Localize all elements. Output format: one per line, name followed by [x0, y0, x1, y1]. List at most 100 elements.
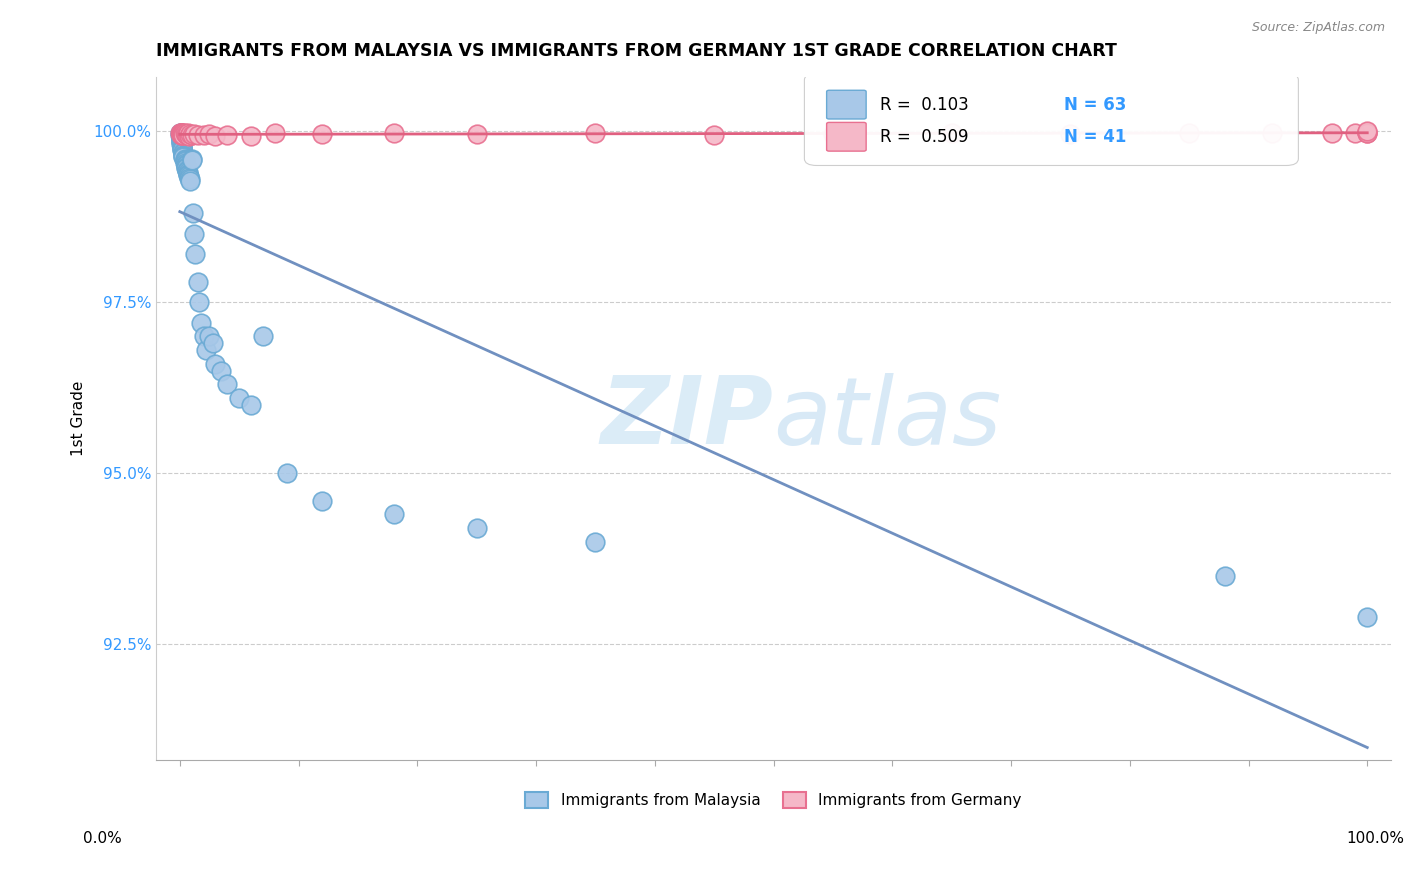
Point	[170, 134, 193, 148]
Point	[187, 275, 209, 289]
Point	[311, 127, 333, 141]
Point	[202, 336, 225, 351]
Point	[183, 127, 205, 141]
FancyBboxPatch shape	[827, 122, 866, 151]
FancyBboxPatch shape	[804, 73, 1298, 166]
Point	[173, 126, 195, 140]
Point	[183, 227, 205, 241]
Point	[217, 128, 239, 142]
Point	[172, 149, 194, 163]
Point	[187, 295, 209, 310]
Point	[209, 363, 232, 377]
FancyBboxPatch shape	[827, 90, 866, 119]
Point	[180, 153, 202, 167]
Point	[170, 126, 193, 140]
Point	[172, 145, 194, 159]
Point	[382, 126, 405, 140]
Point	[252, 329, 274, 343]
Point	[179, 172, 201, 186]
Point	[382, 507, 405, 521]
Text: ZIP: ZIP	[600, 373, 773, 465]
Point	[263, 126, 285, 140]
Point	[465, 521, 488, 535]
Point	[204, 357, 226, 371]
Point	[941, 126, 963, 140]
Point	[174, 160, 197, 174]
Point	[184, 247, 207, 261]
Point	[170, 131, 193, 145]
Point	[172, 126, 194, 140]
Point	[583, 126, 606, 140]
Point	[180, 128, 202, 142]
Point	[240, 129, 263, 144]
Point	[187, 128, 209, 142]
Point	[170, 127, 193, 141]
Text: IMMIGRANTS FROM MALAYSIA VS IMMIGRANTS FROM GERMANY 1ST GRADE CORRELATION CHART: IMMIGRANTS FROM MALAYSIA VS IMMIGRANTS F…	[156, 42, 1116, 60]
Point	[169, 128, 191, 142]
Point	[172, 144, 194, 158]
Point	[193, 329, 215, 343]
Point	[173, 152, 195, 166]
Point	[172, 139, 194, 153]
Point	[170, 132, 193, 146]
Point	[194, 343, 217, 357]
Point	[172, 128, 194, 142]
Text: Source: ZipAtlas.com: Source: ZipAtlas.com	[1251, 21, 1385, 34]
Point	[179, 129, 201, 144]
Point	[1059, 127, 1081, 141]
Point	[170, 129, 193, 144]
Point	[465, 127, 488, 141]
Point	[179, 170, 201, 185]
Point	[172, 127, 194, 141]
Point	[311, 493, 333, 508]
Point	[170, 126, 193, 140]
Point	[1261, 126, 1284, 140]
Y-axis label: 1st Grade: 1st Grade	[72, 381, 86, 456]
Text: 100.0%: 100.0%	[1346, 831, 1405, 846]
Point	[181, 206, 204, 220]
Point	[1320, 126, 1343, 140]
Point	[583, 534, 606, 549]
Point	[169, 126, 191, 140]
Point	[180, 152, 202, 166]
Point	[174, 161, 197, 176]
Point	[174, 159, 197, 173]
Point	[172, 126, 194, 140]
Point	[177, 168, 200, 182]
Point	[169, 126, 191, 140]
Text: 0.0%: 0.0%	[83, 831, 122, 846]
Point	[170, 126, 193, 140]
Point	[170, 136, 193, 151]
Point	[240, 398, 263, 412]
Point	[228, 391, 250, 405]
Point	[1178, 126, 1201, 140]
Point	[172, 141, 194, 155]
Point	[176, 162, 198, 177]
Point	[170, 127, 193, 141]
Point	[172, 147, 194, 161]
Point	[174, 157, 197, 171]
Point	[172, 146, 194, 161]
Point	[1344, 126, 1367, 140]
Point	[172, 142, 194, 156]
Point	[172, 128, 194, 143]
Point	[176, 164, 198, 178]
Text: R =  0.103: R = 0.103	[880, 95, 969, 113]
Point	[179, 173, 201, 187]
Point	[198, 127, 221, 141]
Point	[217, 377, 239, 392]
Point	[204, 129, 226, 144]
Point	[193, 128, 215, 143]
Point	[179, 127, 201, 141]
Point	[177, 165, 200, 179]
Text: N = 41: N = 41	[1064, 128, 1126, 145]
Point	[198, 329, 221, 343]
Point	[177, 167, 200, 181]
Point	[173, 155, 195, 169]
Text: R =  0.509: R = 0.509	[880, 128, 969, 145]
Point	[190, 316, 212, 330]
Point	[173, 154, 195, 169]
Point	[821, 127, 844, 141]
Point	[172, 150, 194, 164]
Point	[170, 128, 193, 143]
